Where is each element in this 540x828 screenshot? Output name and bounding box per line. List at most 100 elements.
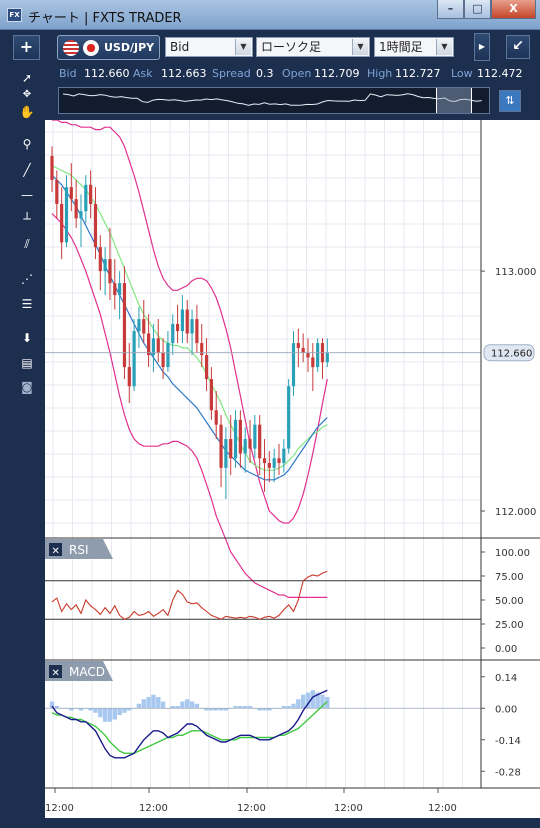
currency-pair-label: USD/JPY	[104, 41, 155, 54]
candle-body	[142, 319, 146, 334]
price-type-select[interactable]: Bid ▼	[165, 37, 253, 57]
hand-tool-icon[interactable]: ✋	[19, 105, 35, 119]
bottom-frame	[0, 818, 540, 828]
price-type-value: Bid	[170, 40, 190, 54]
open-label: Open	[282, 67, 312, 80]
macd-histogram-bar	[49, 701, 55, 709]
macd-histogram-bar	[243, 706, 248, 709]
chart-area[interactable]: 113.000 112.000 112.660 100.00 75.00 50.00 25.…	[45, 119, 540, 818]
list-icon[interactable]: ▤	[21, 356, 33, 370]
arrow-tool-icon[interactable]: ➚	[21, 71, 33, 85]
candle-body	[301, 347, 305, 353]
chart-canvas[interactable]: 113.000 112.000 112.660 100.00 75.00 50.00 25.…	[45, 119, 540, 818]
macd-line	[51, 689, 328, 759]
chevron-down-icon: ▼	[436, 39, 452, 55]
rsi-panel-tab-close-icon	[49, 543, 62, 556]
macd-histogram-bar	[180, 701, 185, 709]
rsi-panel-tab: ✕ RSI	[45, 539, 113, 559]
camera-icon[interactable]: ◙	[21, 380, 33, 394]
candle-body	[200, 343, 204, 356]
horizontal-line-tool-icon[interactable]: —	[21, 188, 33, 202]
candle-body	[50, 155, 54, 180]
candle-body	[166, 343, 170, 368]
chevron-down-icon: ▼	[352, 39, 368, 55]
macd-histogram-bar	[310, 690, 316, 709]
macd-panel-tab-label: MACD	[69, 665, 105, 679]
candle-body	[103, 259, 107, 272]
price-axis-label: 113.000	[495, 267, 536, 278]
fan-tool-icon[interactable]: ⋰	[21, 272, 33, 286]
macd-axis-label: 0.14	[495, 673, 517, 684]
crosshair-tool-icon[interactable]: ✥	[22, 89, 32, 100]
candle-body	[147, 333, 151, 356]
macd-histogram-bar	[88, 708, 93, 711]
minimize-button[interactable]: –	[437, 0, 464, 19]
pin-tool-icon[interactable]: ⚲	[22, 137, 32, 151]
macd-histogram-bar	[315, 692, 320, 709]
macd-panel-tab-close-glyph: ✕	[52, 668, 60, 679]
bollinger-upper-line	[52, 119, 328, 524]
macd-histogram-bar	[204, 708, 209, 711]
time-axis-label: 12:00	[428, 803, 457, 814]
rsi-panel-tab-label: RSI	[69, 543, 89, 557]
macd-histogram-bar	[214, 708, 219, 711]
candle-body	[238, 419, 242, 454]
chart-grid	[45, 120, 481, 788]
navigator-selection-handle[interactable]	[436, 88, 472, 113]
trend-line-tool-icon[interactable]: ╱	[23, 163, 31, 177]
navigator-toggle-icon[interactable]: ⇅	[499, 90, 521, 112]
candle-body	[60, 203, 64, 243]
candle-body	[171, 323, 175, 344]
chart-type-select[interactable]: ローソク足 ▼	[256, 37, 370, 57]
macd-histogram-bar	[78, 708, 84, 711]
toolbar-scroll-button[interactable]: ▶	[474, 33, 490, 61]
chevron-down-icon: ▼	[235, 39, 251, 55]
channel-tool-icon[interactable]: ⫽	[24, 237, 30, 251]
candle-body	[137, 319, 141, 332]
us-flag-icon	[63, 40, 79, 56]
spread-value: 0.3	[256, 67, 274, 80]
macd-histogram-bar	[325, 697, 330, 709]
macd-histogram-bar	[156, 697, 161, 709]
candle-body	[219, 424, 223, 468]
candle-body	[258, 424, 262, 459]
macd-histogram-bar	[127, 708, 132, 711]
download-icon[interactable]: ⬇	[21, 331, 33, 345]
timeframe-select[interactable]: 1時間足 ▼	[374, 37, 454, 57]
candle-body	[195, 319, 199, 344]
macd-histogram-bar	[238, 706, 243, 709]
maximize-button[interactable]: □	[464, 0, 491, 19]
bid-label: Bid	[59, 67, 77, 80]
macd-axis-label: -0.28	[495, 767, 521, 778]
add-chart-button[interactable]: +	[13, 35, 40, 60]
close-window-button[interactable]: X	[491, 0, 536, 19]
jp-flag-icon	[83, 40, 99, 56]
window-title: チャート | FXTS TRADER	[28, 11, 182, 26]
vertical-line-tool-icon[interactable]: ┴	[23, 212, 31, 226]
undock-button[interactable]: ↙	[506, 35, 530, 59]
macd-histogram-bar	[320, 694, 325, 709]
macd-signal-line	[51, 700, 328, 754]
bollinger-mid-line	[51, 165, 328, 471]
chart-navigator[interactable]	[58, 87, 490, 114]
macd-histogram-bar	[151, 694, 156, 709]
macd-histogram-bar	[102, 708, 108, 722]
candle-body	[84, 184, 88, 212]
fibonacci-tool-icon[interactable]: ☰	[21, 297, 33, 311]
candle-body	[291, 343, 296, 387]
candle-body	[64, 187, 69, 243]
candle-body	[185, 309, 189, 334]
candle-body	[79, 211, 83, 219]
macd-histogram-bar	[233, 706, 238, 709]
ask-label: Ask	[133, 67, 153, 80]
ask-value: 112.663	[161, 67, 207, 80]
candle-body	[277, 458, 281, 464]
macd-histogram-bar	[98, 708, 103, 718]
macd-histogram-bar	[281, 706, 287, 709]
macd-histogram-bar	[286, 706, 291, 709]
navigator-sparkline	[62, 93, 482, 106]
bollinger-lower-line	[51, 213, 328, 598]
candle-body	[204, 355, 209, 380]
currency-pair-button[interactable]: USD/JPY	[57, 35, 160, 60]
candle-body	[233, 419, 238, 459]
